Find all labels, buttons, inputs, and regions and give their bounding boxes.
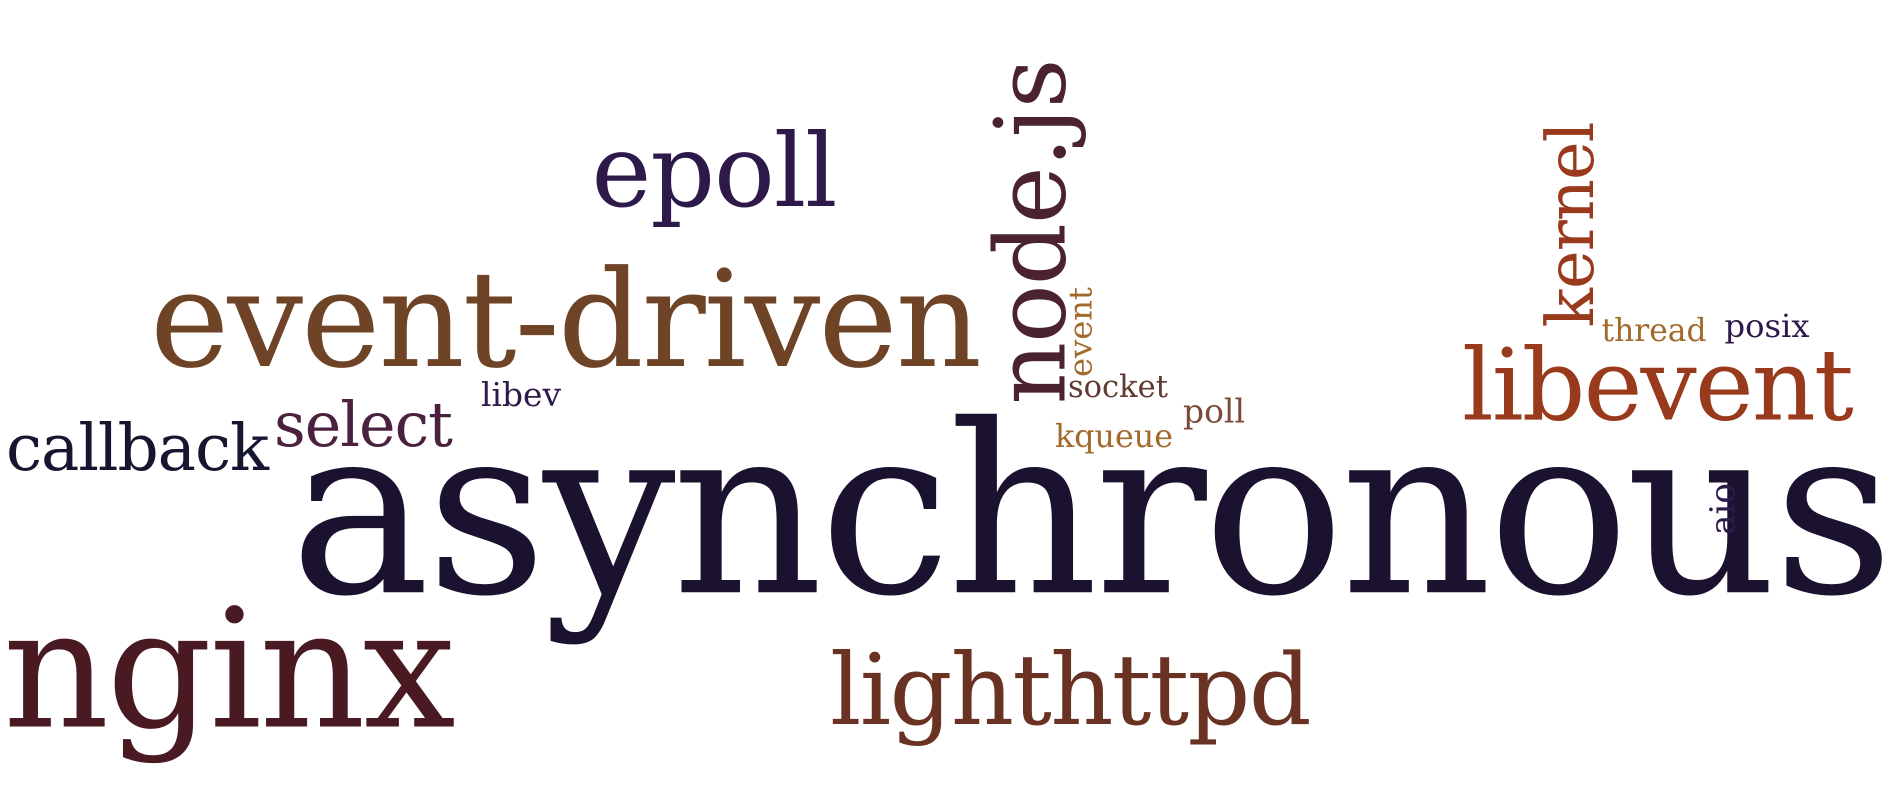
word-kqueue: kqueue	[1055, 417, 1173, 455]
word-event-driven: event-driven	[150, 241, 982, 399]
word-select: select	[274, 388, 453, 461]
word-asynchronous: asynchronous	[290, 375, 1894, 649]
word-callback: callback	[6, 409, 269, 486]
word-epoll: epoll	[591, 113, 838, 231]
word-thread: thread	[1601, 311, 1707, 349]
word-nginx: nginx	[3, 573, 456, 766]
word-libevent: libevent	[1462, 326, 1854, 444]
word-aio: aio	[1703, 483, 1744, 535]
word-socket: socket	[1068, 369, 1168, 405]
word-event: event	[1062, 287, 1101, 377]
word-poll: poll	[1183, 392, 1245, 432]
word-libev: libev	[481, 376, 561, 415]
word-lighthttpd: lighthttpd	[830, 632, 1312, 748]
word-posix: posix	[1724, 306, 1810, 346]
word-kernel: kernel	[1533, 122, 1610, 328]
